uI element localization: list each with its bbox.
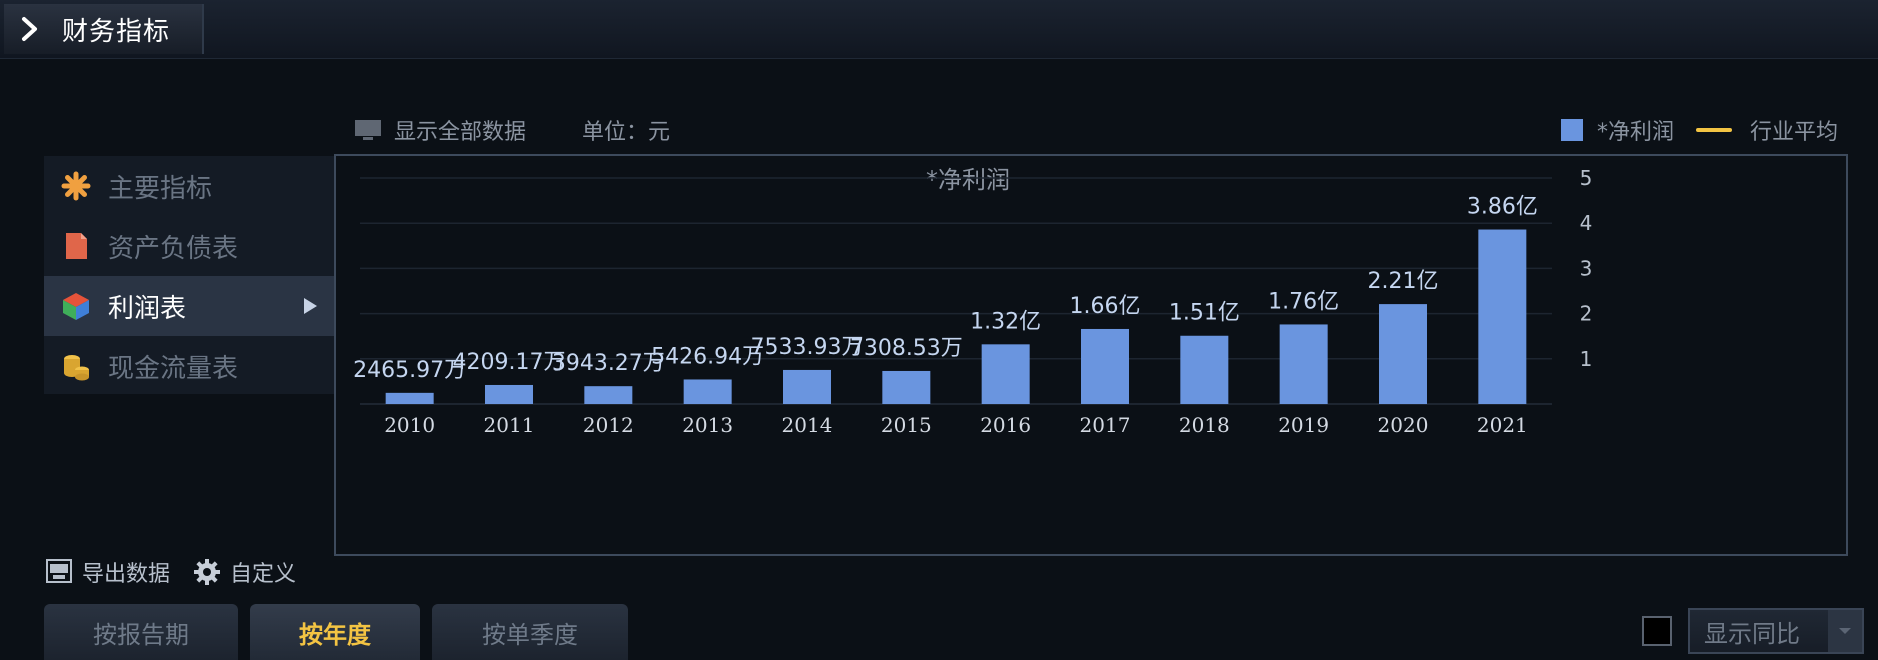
yoy-checkbox[interactable] [1642, 616, 1672, 646]
bar-2019 [1279, 324, 1328, 404]
title-bar: 财务指标 [0, 0, 1878, 59]
customize-button[interactable]: 自定义 [192, 556, 296, 588]
yoy-controls: 显示同比 [1642, 608, 1864, 654]
x-tick-label-2013: 2013 [682, 413, 733, 437]
show-all-data-toggle[interactable]: 显示全部数据 [394, 120, 527, 145]
sidebar-item-label: 主要指标 [108, 173, 213, 204]
customize-label: 自定义 [230, 562, 297, 587]
monitor-icon[interactable] [354, 118, 382, 142]
x-tick-label-2018: 2018 [1179, 413, 1230, 437]
bar-2011 [485, 384, 533, 404]
x-tick-label-2014: 2014 [782, 413, 833, 437]
x-tick-label-2019: 2019 [1278, 413, 1329, 437]
bar-2021 [1478, 229, 1527, 404]
y-tick-label: 5 [1580, 166, 1593, 190]
document-icon [60, 230, 92, 262]
y-tick-label: 3 [1580, 256, 1593, 280]
dropdown-arrow[interactable] [1828, 610, 1862, 652]
panel-title-tab[interactable]: 财务指标 [4, 4, 204, 54]
bar-2017 [1081, 328, 1129, 404]
sidebar-item-label: 现金流量表 [108, 353, 239, 384]
cube-icon [60, 290, 92, 322]
export-data-button[interactable]: 导出数据 [44, 556, 170, 588]
bar-2014 [783, 369, 831, 404]
bottom-actions: 导出数据 自定义 [44, 556, 318, 588]
export-icon [46, 559, 72, 583]
gear-icon [194, 559, 221, 585]
y-tick-label: 1 [1580, 347, 1593, 371]
chevron-down-icon [1839, 628, 1851, 634]
x-tick-label-2015: 2015 [881, 413, 932, 437]
tab-by-year[interactable]: 按年度 [250, 604, 420, 660]
export-data-label: 导出数据 [82, 562, 171, 587]
data-label-2010: 2465.97万 [353, 358, 466, 383]
sidebar-item-main-indicators[interactable]: 主要指标 [44, 156, 334, 216]
bar-2016 [981, 344, 1030, 404]
x-tick-label-2020: 2020 [1378, 413, 1429, 437]
sidebar-item-label: 资产负债表 [108, 233, 239, 264]
x-tick-label-2010: 2010 [384, 413, 435, 437]
sidebar-item-balance-sheet[interactable]: 资产负债表 [44, 216, 334, 276]
legend-series-swatch [1560, 119, 1583, 141]
data-label-2011: 4209.17万 [453, 350, 566, 375]
chart-toolbar: 显示全部数据 单位：元 [354, 114, 670, 146]
chevron-right-icon [22, 17, 37, 41]
bar-2020 [1379, 304, 1427, 404]
legend-avg-line [1695, 128, 1732, 132]
chart-frame: *净利润 1 2 3 4 5 2465.97万 2010 4209.17万 2011 3943.27… [334, 154, 1848, 556]
x-tick-label-2012: 2012 [583, 413, 634, 437]
period-tabs: 按报告期 按年度 按单季度 [44, 604, 640, 660]
bar-2010 [385, 392, 434, 404]
caret-right-icon [304, 298, 317, 314]
y-tick-label: 4 [1580, 211, 1593, 235]
bar-2018 [1180, 335, 1229, 404]
sidebar-item-cash-flow[interactable]: 现金流量表 [44, 336, 334, 396]
sidebar-item-income-statement[interactable]: 利润表 [44, 276, 334, 336]
data-label-2016: 1.32亿 [970, 309, 1041, 334]
data-label-2012: 3943.27万 [552, 351, 665, 376]
tab-by-quarter[interactable]: 按单季度 [432, 604, 628, 660]
chart-legend: *净利润 行业平均 [1560, 114, 1838, 146]
bar-2015 [882, 370, 931, 404]
net-profit-chart: *净利润 1 2 3 4 5 2465.97万 2010 4209.17万 2011 3943.27… [353, 166, 1593, 437]
x-tick-label-2017: 2017 [1080, 413, 1131, 437]
data-label-2014: 7533.93万 [751, 335, 864, 360]
data-label-2018: 1.51亿 [1169, 301, 1240, 326]
x-tick-label-2011: 2011 [484, 413, 535, 437]
bar-2012 [584, 386, 633, 404]
data-label-2021: 3.86亿 [1467, 195, 1538, 220]
asterisk-icon [60, 170, 92, 202]
yoy-select-label: 显示同比 [1704, 619, 1800, 648]
data-label-2015: 7308.53万 [850, 336, 963, 361]
bar-2013 [683, 379, 732, 404]
coins-icon [60, 350, 92, 382]
unit-label: 单位：元 [582, 120, 671, 145]
panel-title: 财务指标 [62, 16, 171, 47]
legend-avg-label: 行业平均 [1749, 120, 1838, 145]
data-label-2019: 1.76亿 [1268, 289, 1339, 314]
yoy-select[interactable]: 显示同比 [1688, 608, 1864, 654]
tab-by-report-period[interactable]: 按报告期 [44, 604, 238, 660]
data-label-2017: 1.66亿 [1070, 294, 1141, 319]
x-tick-label-2021: 2021 [1477, 413, 1528, 437]
sidebar-item-label: 利润表 [108, 293, 187, 324]
legend-series-label: *净利润 [1596, 120, 1674, 145]
data-label-2020: 2.21亿 [1368, 269, 1439, 294]
data-label-2013: 5426.94万 [651, 344, 764, 369]
y-tick-label: 2 [1580, 302, 1593, 326]
chart-title: *净利润 [926, 166, 1010, 194]
statement-sidebar: 主要指标 资产负债表 利润表 [44, 156, 334, 394]
x-tick-label-2016: 2016 [980, 413, 1031, 437]
